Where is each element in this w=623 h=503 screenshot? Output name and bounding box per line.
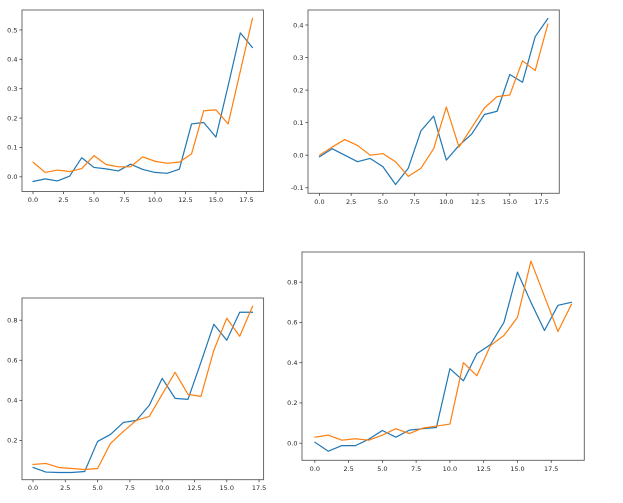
x-tick-label: 5.0: [378, 198, 388, 206]
y-tick-label: 0.2: [287, 399, 297, 407]
y-tick-label: 0.0: [7, 173, 17, 181]
x-tick-label: 17.5: [239, 196, 253, 204]
x-tick-label: 10.0: [155, 484, 169, 492]
axes-box: [21, 297, 264, 481]
x-tick-label: 10.0: [439, 198, 453, 206]
subplot-top-right-line-chart: 0.0 2.5 5.0 7.5 10.0 12.5 15.0 17.5 -0.1 0.0 0.1 0.…: [291, 9, 560, 206]
axes-box: [301, 251, 585, 461]
x-tick-label: 0.0: [27, 196, 37, 204]
y-tick-label: 0.0: [287, 439, 297, 447]
x-tick-label: 0.0: [314, 198, 324, 206]
x-tick-label: 12.5: [471, 198, 485, 206]
x-tick-label: 2.5: [58, 196, 68, 204]
y-tick-label: 0.8: [287, 278, 297, 286]
y-tick-label: 0.5: [7, 26, 17, 34]
x-tick-label: 7.5: [119, 196, 129, 204]
x-tick-label: 17.5: [544, 464, 558, 472]
x-tick-label: 10.0: [147, 196, 161, 204]
x-tick-label: 12.5: [178, 196, 192, 204]
x-tick-label: 2.5: [343, 464, 353, 472]
y-tick-label: 0.6: [7, 357, 17, 365]
y-tick-label: 0.3: [293, 54, 303, 62]
axes-box: [21, 9, 264, 192]
series-blue-line: [318, 17, 549, 186]
x-tick-label: 7.5: [124, 484, 134, 492]
y-tick-label: 0.3: [7, 85, 17, 93]
subplot-bottom-right-line-chart: 0.0 2.5 5.0 7.5 10.0 12.5 15.0 17.5 0.0 0.2 0.4 0.6…: [287, 251, 585, 472]
y-tick-label: 0.2: [7, 437, 17, 445]
y-tick-label: 0.2: [293, 86, 303, 94]
x-tick-label: 2.5: [346, 198, 356, 206]
y-tick-label: 0.8: [7, 317, 17, 325]
y-tick-label: 0.4: [287, 359, 297, 367]
y-tick-label: 0.1: [293, 119, 303, 127]
x-tick-label: 5.0: [377, 464, 387, 472]
x-tick-label: 15.0: [219, 484, 233, 492]
x-tick-label: 10.0: [442, 464, 456, 472]
x-tick-label: 15.0: [510, 464, 524, 472]
y-tick-label: -0.1: [291, 184, 304, 192]
x-tick-label: 12.5: [187, 484, 201, 492]
y-tick-label: 0.2: [7, 114, 17, 122]
y-tick-label: 0.6: [287, 318, 297, 326]
x-tick-label: 15.0: [503, 198, 517, 206]
x-tick-label: 2.5: [60, 484, 70, 492]
series-orange-line: [313, 260, 572, 441]
axes-box: [307, 9, 560, 194]
x-tick-label: 5.0: [92, 484, 102, 492]
y-tick-label: 0.1: [7, 144, 17, 152]
x-tick-label: 12.5: [476, 464, 490, 472]
x-tick-label: 7.5: [409, 198, 419, 206]
x-tick-label: 0.0: [309, 464, 319, 472]
y-tick-label: 0.4: [7, 56, 17, 64]
series-blue-line: [31, 32, 253, 183]
series-orange-line: [32, 305, 253, 471]
series-orange-line: [318, 23, 549, 177]
x-tick-label: 0.0: [28, 484, 38, 492]
y-tick-label: 0.0: [293, 152, 303, 160]
x-tick-label: 5.0: [88, 196, 98, 204]
subplot-top-left-line-chart: 0.0 2.5 5.0 7.5 10.0 12.5 15.0 17.5 0.0 0.1 0.2 0.3…: [7, 9, 264, 204]
subplot-bottom-left-line-chart: 0.0 2.5 5.0 7.5 10.0 12.5 15.0 17.5 0.2 0.4 0.6 0.8: [7, 297, 266, 492]
y-tick-label: 0.4: [7, 397, 17, 405]
x-tick-label: 15.0: [208, 196, 222, 204]
series-orange-line: [31, 17, 253, 174]
x-tick-label: 7.5: [411, 464, 421, 472]
y-tick-label: 0.4: [293, 21, 303, 29]
x-tick-label: 17.5: [252, 484, 266, 492]
x-tick-label: 17.5: [534, 198, 548, 206]
series-blue-line: [313, 271, 572, 452]
series-blue-line: [32, 311, 253, 474]
